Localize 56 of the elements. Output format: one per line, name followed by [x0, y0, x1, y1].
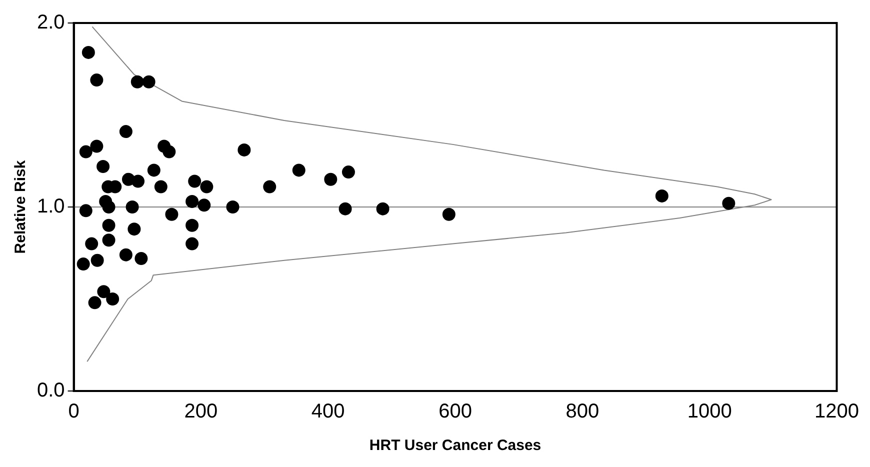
- point: [97, 285, 110, 298]
- point: [154, 180, 168, 194]
- point: [130, 75, 144, 88]
- point: [376, 202, 390, 216]
- x-tick-label: 1000: [687, 400, 732, 423]
- point: [226, 200, 240, 214]
- point: [90, 74, 104, 87]
- point: [186, 218, 199, 232]
- y-axis-title: Relative Risk: [12, 160, 30, 254]
- x-tick-label: 1200: [814, 400, 860, 423]
- point: [198, 198, 211, 212]
- point: [338, 202, 352, 216]
- point: [79, 204, 92, 218]
- point: [722, 196, 736, 210]
- point: [655, 189, 668, 202]
- x-tick-label: 200: [184, 400, 218, 423]
- point: [102, 218, 116, 232]
- point: [142, 75, 156, 88]
- x-axis-title: HRT User Cancer Cases: [369, 437, 542, 454]
- point: [76, 258, 90, 271]
- point: [292, 164, 306, 177]
- point: [96, 160, 110, 174]
- point: [90, 140, 104, 153]
- x-tick-label: 0: [68, 400, 80, 423]
- point: [263, 180, 276, 194]
- x-tick-label: 800: [566, 400, 600, 423]
- y-tick-label: 0.0: [36, 380, 65, 402]
- point: [186, 194, 199, 208]
- point: [165, 208, 178, 221]
- point: [162, 145, 176, 158]
- point: [106, 292, 120, 306]
- y-tick-label: 2.0: [36, 12, 65, 34]
- point: [88, 296, 102, 310]
- point: [82, 46, 95, 59]
- point: [324, 172, 338, 186]
- point: [90, 254, 104, 267]
- point: [102, 200, 116, 214]
- point: [128, 222, 141, 236]
- point: [132, 174, 145, 188]
- x-tick-label: 400: [311, 400, 345, 423]
- point: [186, 237, 199, 250]
- point: [126, 200, 139, 214]
- point: [442, 208, 456, 221]
- point: [85, 237, 98, 250]
- point: [147, 164, 160, 177]
- point: [102, 234, 116, 247]
- x-tick-label: 600: [438, 400, 472, 423]
- y-tick-label: 1.0: [36, 196, 65, 218]
- point: [119, 248, 132, 262]
- point: [134, 252, 148, 266]
- point: [342, 166, 355, 179]
- point: [238, 143, 251, 156]
- point: [79, 145, 92, 158]
- point: [119, 125, 132, 138]
- point: [200, 180, 214, 194]
- point: [188, 174, 202, 188]
